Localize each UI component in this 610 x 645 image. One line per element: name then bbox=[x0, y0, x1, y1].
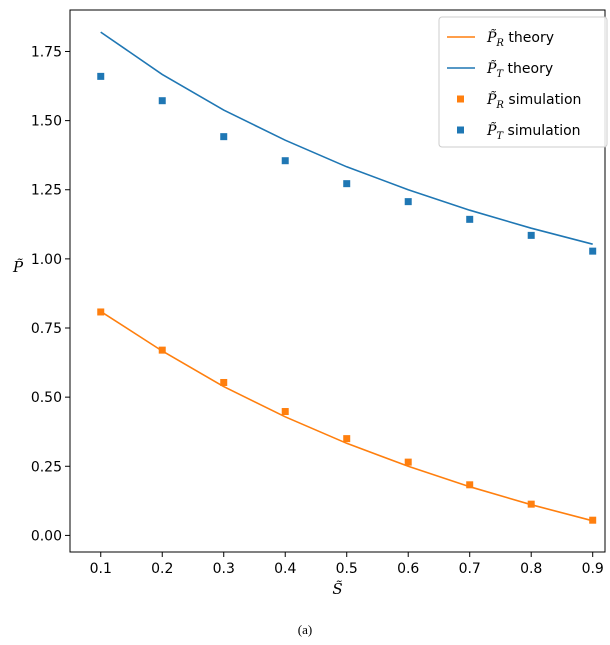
data-point-t-simulation bbox=[158, 97, 166, 105]
data-point-t-simulation bbox=[589, 247, 597, 255]
x-tick-label: 0.1 bbox=[90, 561, 112, 577]
y-tick-label: 1.50 bbox=[31, 114, 62, 130]
y-tick-label: 0.25 bbox=[31, 459, 62, 475]
y-axis-label: P̃ bbox=[12, 258, 24, 276]
data-point-t-simulation bbox=[343, 180, 351, 188]
legend-marker-swatch bbox=[457, 95, 464, 103]
data-point-r-simulation bbox=[343, 435, 351, 443]
data-point-t-simulation bbox=[527, 231, 535, 239]
series-line-t-theory bbox=[100, 31, 593, 245]
data-point-r-simulation bbox=[220, 378, 228, 386]
data-point-t-simulation bbox=[97, 72, 105, 80]
y-tick-label: 1.25 bbox=[31, 183, 62, 199]
legend-entry-label: P̃T theory bbox=[486, 59, 553, 80]
x-axis-label: S̃ bbox=[332, 580, 342, 598]
legend-marker-swatch bbox=[457, 126, 464, 134]
data-point-r-simulation bbox=[404, 458, 412, 466]
data-point-t-simulation bbox=[466, 215, 474, 223]
legend-entry-label: P̃T simulation bbox=[486, 121, 581, 142]
data-point-t-simulation bbox=[220, 133, 228, 141]
y-tick-label: 1.75 bbox=[31, 44, 62, 60]
data-point-r-simulation bbox=[281, 408, 289, 416]
x-tick-label: 0.5 bbox=[336, 561, 358, 577]
data-point-t-simulation bbox=[404, 198, 412, 206]
x-tick-label: 0.9 bbox=[582, 561, 604, 577]
plot-frame bbox=[69, 9, 606, 553]
series-line-r-theory bbox=[100, 310, 593, 522]
data-point-r-simulation bbox=[466, 481, 474, 489]
y-tick-label: 1.00 bbox=[31, 252, 62, 268]
legend-box bbox=[438, 16, 608, 148]
y-tick-label: 0.50 bbox=[31, 390, 62, 406]
x-tick-label: 0.7 bbox=[459, 561, 481, 577]
data-point-r-simulation bbox=[158, 346, 166, 354]
y-tick-label: 0.00 bbox=[31, 528, 62, 544]
data-point-r-simulation bbox=[97, 308, 105, 316]
data-point-r-simulation bbox=[527, 500, 535, 508]
x-tick-label: 0.3 bbox=[213, 561, 235, 577]
y-tick-label: 0.75 bbox=[31, 321, 62, 337]
data-point-r-simulation bbox=[589, 516, 597, 524]
legend-entry-label: P̃R theory bbox=[486, 28, 554, 49]
legend: P̃R theory P̃T theory P̃R simulation P̃T si… bbox=[438, 16, 608, 148]
data-point-t-simulation bbox=[281, 157, 289, 165]
x-tick-label: 0.4 bbox=[274, 561, 296, 577]
x-tick-label: 0.6 bbox=[397, 561, 419, 577]
legend-entry-label: P̃R simulation bbox=[486, 90, 581, 111]
figure-caption: (a) bbox=[297, 622, 313, 637]
x-tick-label: 0.8 bbox=[520, 561, 542, 577]
x-tick-label: 0.2 bbox=[151, 561, 173, 577]
